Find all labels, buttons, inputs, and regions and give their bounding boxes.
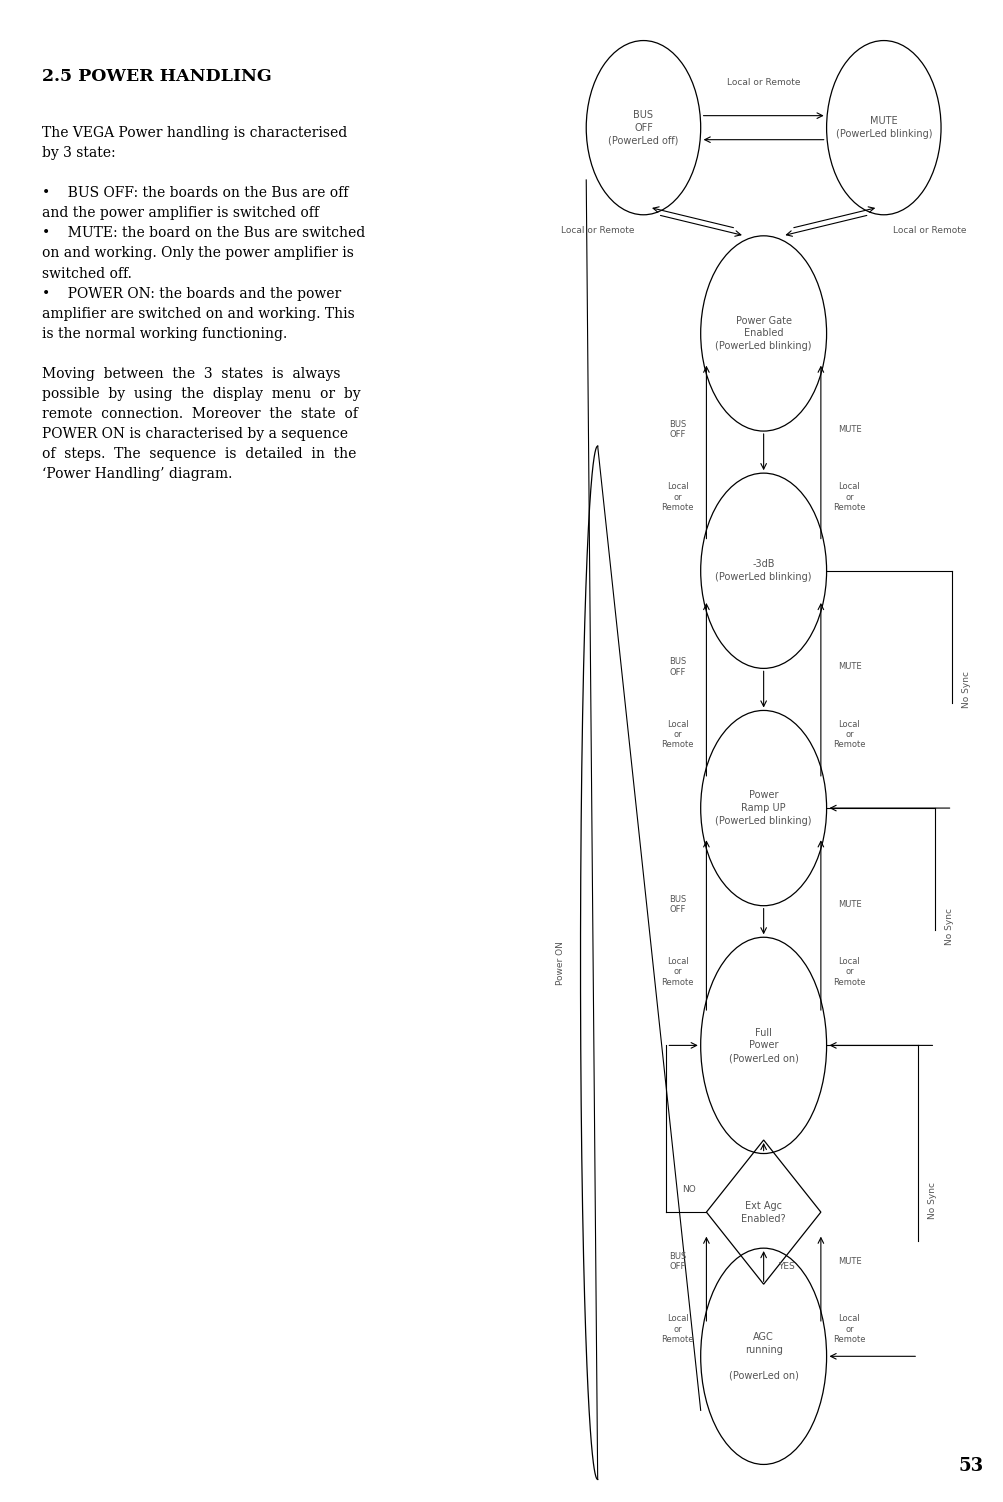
Text: Power Gate
Enabled
(PowerLed blinking): Power Gate Enabled (PowerLed blinking): [715, 315, 811, 351]
Text: Local
or
Remote: Local or Remote: [661, 482, 693, 512]
Text: Full
Power
(PowerLed on): Full Power (PowerLed on): [728, 1027, 797, 1063]
Text: BUS
OFF: BUS OFF: [669, 1253, 686, 1271]
Text: The VEGA Power handling is characterised
by 3 state:

•    BUS OFF: the boards o: The VEGA Power handling is characterised…: [42, 126, 365, 481]
Text: 2.5 POWER HANDLING: 2.5 POWER HANDLING: [42, 68, 272, 84]
Text: Power ON: Power ON: [556, 940, 565, 985]
Text: MUTE
(PowerLed blinking): MUTE (PowerLed blinking): [834, 116, 931, 140]
Text: MUTE: MUTE: [837, 662, 861, 671]
Text: Ext Agc
Enabled?: Ext Agc Enabled?: [740, 1200, 785, 1224]
Text: Local
or
Remote: Local or Remote: [661, 719, 693, 749]
Text: NO: NO: [682, 1185, 695, 1194]
Text: Power
Ramp UP
(PowerLed blinking): Power Ramp UP (PowerLed blinking): [715, 790, 811, 826]
Text: BUS
OFF: BUS OFF: [669, 895, 686, 913]
Text: MUTE: MUTE: [837, 900, 861, 909]
Text: Local
or
Remote: Local or Remote: [832, 957, 865, 987]
Text: BUS
OFF: BUS OFF: [669, 421, 686, 439]
Text: No Sync: No Sync: [961, 671, 970, 707]
Text: MUTE: MUTE: [837, 1257, 861, 1266]
Text: No Sync: No Sync: [944, 909, 953, 945]
Text: Local
or
Remote: Local or Remote: [832, 719, 865, 749]
Text: Local or Remote: Local or Remote: [726, 78, 799, 87]
Text: -3dB
(PowerLed blinking): -3dB (PowerLed blinking): [715, 559, 811, 583]
Text: AGC
running

(PowerLed on): AGC running (PowerLed on): [728, 1332, 797, 1380]
Text: Local
or
Remote: Local or Remote: [832, 1314, 865, 1344]
Text: YES: YES: [777, 1262, 794, 1271]
Text: Local
or
Remote: Local or Remote: [661, 957, 693, 987]
Text: Local
or
Remote: Local or Remote: [832, 482, 865, 512]
Text: Local or Remote: Local or Remote: [561, 227, 634, 234]
Text: 53: 53: [958, 1457, 983, 1475]
Text: BUS
OFF: BUS OFF: [669, 658, 686, 676]
Text: MUTE: MUTE: [837, 425, 861, 434]
Text: No Sync: No Sync: [927, 1182, 936, 1220]
Text: BUS
OFF
(PowerLed off): BUS OFF (PowerLed off): [608, 110, 678, 146]
Text: Local or Remote: Local or Remote: [892, 227, 966, 234]
Text: Local
or
Remote: Local or Remote: [661, 1314, 693, 1344]
